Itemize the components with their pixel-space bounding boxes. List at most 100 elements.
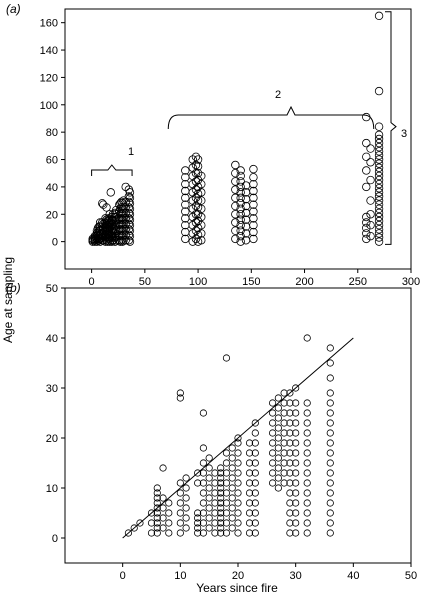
- data-point: [374, 159, 384, 168]
- data-point: [234, 509, 242, 517]
- data-point: [231, 226, 240, 235]
- data-point: [362, 223, 371, 233]
- data-point: [366, 210, 375, 219]
- data-point: [362, 229, 371, 238]
- data-point: [236, 182, 245, 192]
- data-point: [181, 166, 190, 175]
- data-point: [234, 529, 242, 537]
- data-point: [326, 429, 334, 437]
- data-point: [274, 454, 282, 462]
- bracket-2: [167, 105, 375, 130]
- data-point: [181, 207, 190, 216]
- data-point: [205, 454, 213, 462]
- data-point: [191, 177, 201, 186]
- data-point: [124, 230, 134, 239]
- data-point: [125, 193, 135, 203]
- data-point: [153, 524, 161, 532]
- data-point: [292, 459, 300, 467]
- data-point: [326, 449, 334, 457]
- data-point: [280, 409, 288, 417]
- data-point: [251, 499, 259, 507]
- data-point: [268, 409, 277, 417]
- data-point: [280, 479, 288, 487]
- data-point: [303, 499, 311, 507]
- data-point: [147, 519, 156, 527]
- data-point: [231, 177, 240, 186]
- data-point: [249, 193, 258, 203]
- data-point: [205, 504, 213, 512]
- data-point: [366, 158, 375, 167]
- panel-b-label: (b): [6, 281, 21, 295]
- data-point: [147, 509, 156, 517]
- data-point: [292, 519, 300, 527]
- data-point: [286, 529, 294, 537]
- data-point: [199, 519, 207, 527]
- data-point: [197, 229, 206, 238]
- data-point: [374, 143, 384, 152]
- data-point: [362, 212, 371, 222]
- data-point: [228, 454, 236, 462]
- data-point: [251, 459, 259, 467]
- data-point: [326, 419, 334, 427]
- data-point: [268, 429, 277, 437]
- data-point: [228, 444, 236, 452]
- data-point: [286, 439, 294, 447]
- data-point: [193, 196, 203, 205]
- data-point: [374, 86, 384, 96]
- data-point: [245, 519, 254, 527]
- data-point: [249, 200, 258, 209]
- panel-a-ticks: 0 50 100 150 200 250 300 0 20 40 60 80 100 120 140 160: [40, 18, 421, 288]
- data-point: [268, 399, 277, 407]
- data-point: [176, 389, 184, 397]
- data-point: [159, 524, 167, 532]
- panel-b: (b) 0 10 20 30 40 50 0 10 20 30 40 50: [6, 281, 417, 582]
- data-point: [292, 499, 300, 507]
- data-point: [274, 414, 282, 422]
- data-point: [234, 519, 242, 527]
- data-point: [286, 479, 294, 487]
- data-point: [231, 218, 240, 227]
- data-point: [274, 434, 282, 442]
- data-point: [125, 221, 135, 230]
- data-point: [176, 509, 184, 517]
- data-point: [124, 236, 134, 245]
- y-axis-title: Age at sampling: [1, 257, 15, 343]
- data-point: [217, 519, 225, 527]
- x-tick-label: 50: [139, 276, 151, 288]
- data-point: [125, 226, 135, 235]
- y-tick-label: 50: [46, 283, 58, 295]
- data-point: [374, 212, 384, 222]
- data-point: [236, 171, 245, 181]
- data-point: [199, 469, 207, 477]
- data-point: [119, 225, 128, 234]
- data-point: [125, 215, 135, 224]
- data-point: [92, 237, 102, 246]
- data-point: [197, 179, 206, 189]
- y-tick-label: 10: [46, 483, 58, 495]
- data-point: [251, 429, 259, 437]
- data-point: [268, 449, 277, 457]
- data-point: [125, 210, 135, 219]
- data-point: [245, 479, 254, 487]
- data-point: [228, 464, 236, 472]
- data-point: [280, 459, 288, 467]
- data-point: [159, 504, 167, 512]
- data-point: [217, 494, 225, 502]
- data-point: [249, 234, 258, 244]
- data-point: [124, 214, 134, 223]
- data-point: [222, 519, 231, 527]
- data-point: [205, 524, 213, 532]
- data-point: [326, 499, 334, 507]
- data-point: [236, 210, 245, 219]
- data-point: [303, 439, 311, 447]
- data-point: [119, 203, 128, 212]
- data-point: [251, 469, 259, 477]
- data-point: [159, 494, 167, 502]
- panel-a-frame: [64, 8, 412, 270]
- data-point: [222, 469, 231, 477]
- data-point: [374, 167, 384, 177]
- data-point: [191, 152, 201, 161]
- data-point: [374, 147, 384, 156]
- data-point: [326, 399, 334, 407]
- data-point: [280, 449, 288, 457]
